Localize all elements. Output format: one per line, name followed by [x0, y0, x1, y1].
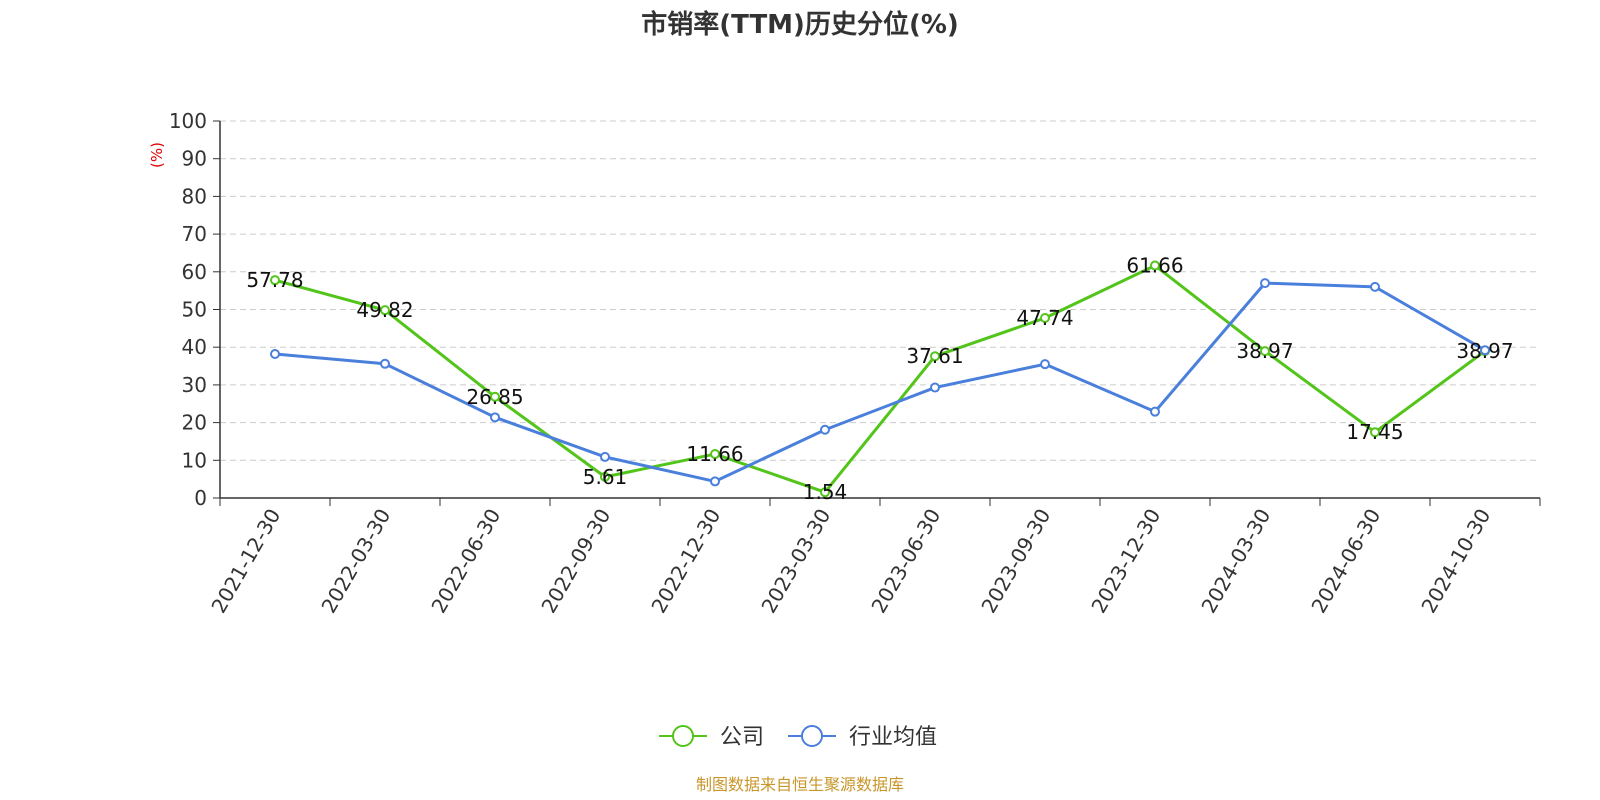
y-tick-label: 20 — [182, 411, 207, 435]
data-point[interactable] — [380, 305, 390, 316]
data-point[interactable] — [1040, 359, 1050, 370]
data-label: 38.97 — [1456, 339, 1513, 363]
x-tick-label: 2023-03-30 — [756, 505, 835, 618]
x-tick-label: 2022-06-30 — [426, 505, 505, 618]
y-tick-label: 80 — [182, 184, 207, 208]
data-label: 37.61 — [906, 344, 963, 368]
y-tick-label: 30 — [182, 373, 207, 397]
legend-company-circle-icon — [672, 725, 694, 747]
legend-industry-label: 行业均值 — [849, 725, 937, 750]
series-line-0 — [274, 264, 1486, 494]
data-labels: 57.78 49.82 26.85 5.61 11.66 1.54 37.61 47.74 61… — [246, 254, 1513, 505]
data-point[interactable] — [380, 358, 390, 369]
data-point[interactable] — [1260, 346, 1270, 357]
legend-item-industry-average[interactable]: 行业均值 — [788, 725, 937, 750]
y-tick-label: 100 — [169, 109, 207, 133]
data-point[interactable] — [1480, 345, 1490, 356]
data-label: 5.61 — [583, 465, 628, 489]
data-point[interactable] — [820, 487, 830, 498]
data-source-note: 制图数据来自恒生聚源数据库 — [696, 775, 904, 794]
data-label: 61.66 — [1126, 254, 1183, 278]
data-label: 11.66 — [686, 442, 743, 466]
legend-item-company[interactable]: 公司 — [659, 725, 764, 750]
series-lines — [270, 260, 1490, 498]
x-tick-label: 2022-09-30 — [536, 505, 615, 618]
data-point[interactable] — [600, 471, 610, 482]
legend-company-label: 公司 — [720, 725, 764, 750]
data-point[interactable] — [820, 424, 830, 435]
data-point[interactable] — [490, 412, 500, 423]
x-tick-label: 2024-10-30 — [1416, 505, 1495, 618]
data-point[interactable] — [1370, 281, 1380, 292]
data-label: 1.54 — [803, 480, 848, 504]
y-tick-label: 40 — [182, 335, 207, 359]
data-label: 49.82 — [356, 298, 413, 322]
data-point[interactable] — [270, 275, 280, 286]
data-point[interactable] — [270, 348, 280, 359]
x-tick-label: 2024-03-30 — [1196, 505, 1275, 618]
x-tick-label: 2023-06-30 — [866, 505, 945, 618]
data-point[interactable] — [1370, 427, 1380, 438]
data-point[interactable] — [600, 451, 610, 462]
y-tick-label: 60 — [182, 260, 207, 284]
legend: 公司 行业均值 — [659, 725, 937, 750]
data-point[interactable] — [490, 391, 500, 402]
x-tick-label: 2023-09-30 — [976, 505, 1055, 618]
data-point[interactable] — [1150, 406, 1160, 417]
data-point[interactable] — [930, 351, 940, 362]
y-tick-label: 70 — [182, 222, 207, 246]
y-tick-label: 0 — [194, 486, 207, 510]
y-axis-unit-label: (%) — [148, 142, 166, 168]
x-tick-label: 2021-12-30 — [206, 505, 285, 618]
data-label: 47.74 — [1016, 306, 1073, 330]
data-label: 57.78 — [246, 268, 303, 292]
data-point[interactable] — [1150, 260, 1160, 271]
data-label: 38.97 — [1236, 339, 1293, 363]
x-tick-label: 2024-06-30 — [1306, 505, 1385, 618]
x-tick-label: 2023-12-30 — [1086, 505, 1165, 618]
data-label: 17.45 — [1346, 420, 1403, 444]
data-point[interactable] — [1260, 278, 1270, 289]
data-point[interactable] — [710, 449, 720, 460]
data-label: 26.85 — [466, 385, 523, 409]
grid-lines — [220, 120, 1540, 461]
y-tick-label: 50 — [182, 298, 207, 322]
data-point[interactable] — [930, 382, 940, 393]
y-tick-label: 10 — [182, 448, 207, 472]
data-point[interactable] — [1040, 313, 1050, 324]
series-line-1 — [274, 281, 1486, 483]
data-point[interactable] — [710, 476, 720, 487]
x-tick-label: 2022-03-30 — [316, 505, 395, 618]
legend-industry-circle-icon — [801, 725, 823, 747]
y-tick-label: 90 — [182, 147, 207, 171]
x-tick-label: 2022-12-30 — [646, 505, 725, 618]
chart-title: 市销率(TTM)历史分位(%) — [641, 9, 959, 40]
